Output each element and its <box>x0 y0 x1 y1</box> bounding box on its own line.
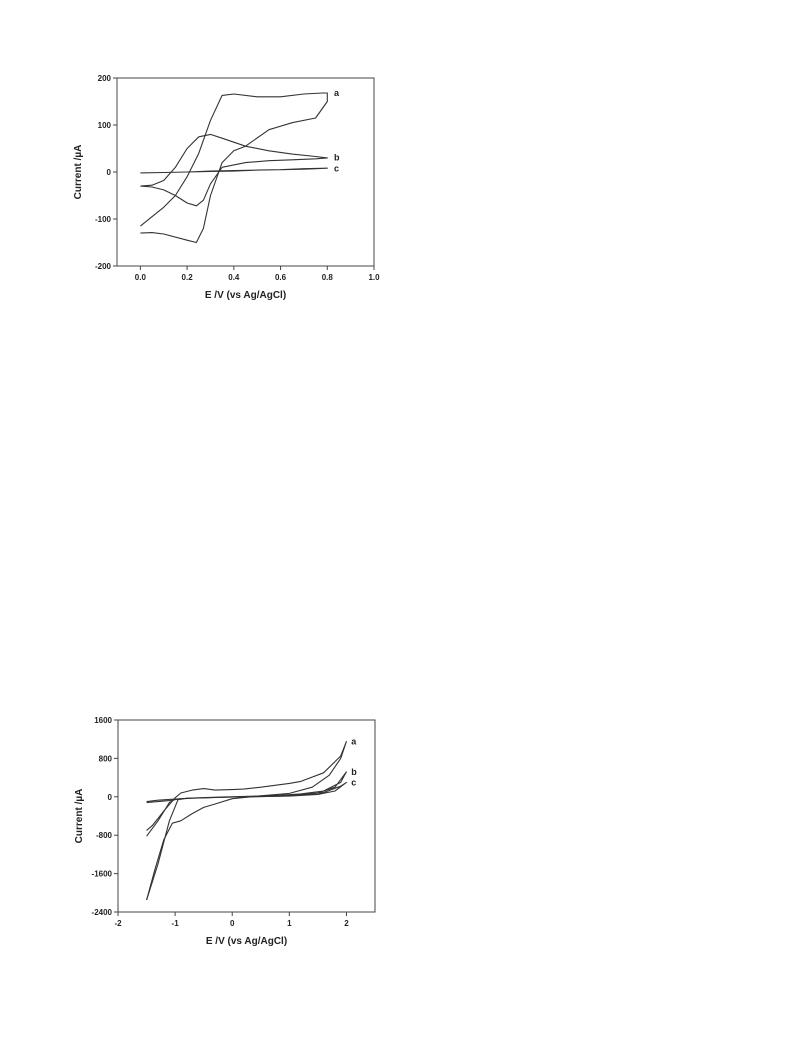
x-tick-label: 1.0 <box>368 273 380 282</box>
x-tick-label: 2 <box>344 919 349 928</box>
series-label-c: c <box>351 777 356 787</box>
series-label-c: c <box>334 164 339 174</box>
x-tick-label: 1 <box>287 919 292 928</box>
series-line-c <box>146 781 347 837</box>
series-label-a: a <box>351 737 357 747</box>
series-line-a <box>140 92 328 244</box>
y-tick-label: -2400 <box>92 908 113 917</box>
x-axis-title: E /V (vs Ag/AgCl) <box>205 290 286 301</box>
y-tick-label: 1600 <box>94 716 112 725</box>
series-line-b <box>146 771 347 901</box>
x-tick-label: -1 <box>172 919 180 928</box>
series-line-a <box>146 741 347 901</box>
y-tick-label: 800 <box>99 754 113 763</box>
x-tick-label: 0.4 <box>228 273 240 282</box>
x-axis-title: E /V (vs Ag/AgCl) <box>206 936 287 947</box>
y-tick-label: 100 <box>98 121 112 130</box>
series-label-b: b <box>334 152 340 162</box>
y-axis-title: Current /µA <box>74 789 85 844</box>
x-tick-label: 0 <box>230 919 235 928</box>
series-label-a: a <box>334 88 340 98</box>
y-tick-label: 200 <box>98 74 112 83</box>
x-tick-label: 0.8 <box>322 273 334 282</box>
x-tick-label: -2 <box>114 919 122 928</box>
plot-frame <box>117 719 376 913</box>
cyclic-voltammogram-1: 0.0 0.2 0.4 0.6 0.8 1.0 -200 -100 0 100 200 E /V (v… <box>73 74 380 301</box>
y-tick-label: 0 <box>107 168 112 177</box>
y-tick-label: -1600 <box>92 870 113 879</box>
series-label-b: b <box>351 767 357 777</box>
x-tick-label: 0.6 <box>275 273 287 282</box>
y-axis-title: Current /µA <box>73 145 84 200</box>
y-tick-label: -800 <box>96 831 113 840</box>
y-tick-label: -100 <box>95 215 112 224</box>
y-tick-label: 0 <box>108 793 113 802</box>
y-tick-label: -200 <box>95 262 112 271</box>
series-line-b <box>140 133 328 207</box>
x-tick-label: 0.0 <box>135 273 147 282</box>
cyclic-voltammogram-2: -2 -1 0 1 2 -2400 -1600 -800 0 800 1600 E /V (vs Ag… <box>74 716 376 947</box>
x-tick-label: 0.2 <box>182 273 194 282</box>
series-line-c <box>140 167 328 174</box>
